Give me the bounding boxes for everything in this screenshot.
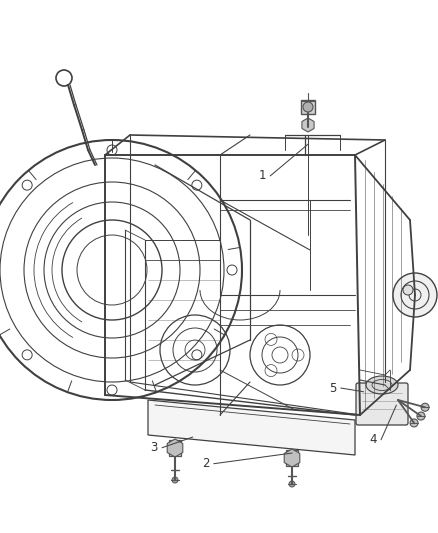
Ellipse shape [366,376,398,394]
Circle shape [22,350,32,360]
Circle shape [172,477,178,483]
Circle shape [289,481,295,487]
Text: 2: 2 [202,457,209,470]
Text: 1: 1 [258,169,266,182]
Circle shape [410,419,418,427]
Text: 5: 5 [329,382,336,394]
Bar [169,440,181,456]
Circle shape [303,102,313,112]
Circle shape [192,180,202,190]
FancyBboxPatch shape [356,383,408,425]
Polygon shape [148,400,355,455]
Circle shape [192,350,202,360]
Text: 3: 3 [150,441,158,454]
Circle shape [107,145,117,155]
Bar [301,100,315,114]
Circle shape [107,385,117,395]
Circle shape [393,273,437,317]
Bar [286,450,298,466]
Text: 4: 4 [369,433,377,446]
Circle shape [421,403,429,411]
Circle shape [403,285,413,295]
Circle shape [22,180,32,190]
Circle shape [227,265,237,275]
Circle shape [417,412,425,420]
